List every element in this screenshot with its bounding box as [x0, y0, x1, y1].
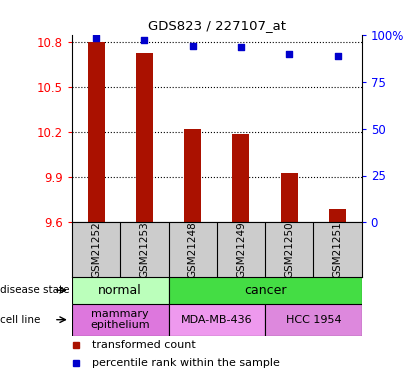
Text: HCC 1954: HCC 1954 [286, 315, 341, 325]
Text: cell line: cell line [0, 315, 40, 325]
Bar [72, 304, 169, 336]
Point [141, 37, 148, 43]
Bar [184, 129, 201, 222]
Text: GSM21253: GSM21253 [139, 221, 149, 278]
Title: GDS823 / 227107_at: GDS823 / 227107_at [148, 20, 286, 32]
Text: GSM21250: GSM21250 [284, 221, 294, 278]
Point [93, 35, 99, 41]
Text: mammary
epithelium: mammary epithelium [90, 309, 150, 330]
Text: cancer: cancer [244, 284, 286, 297]
Point [189, 43, 196, 49]
Text: GSM21249: GSM21249 [236, 221, 246, 278]
Text: GSM21251: GSM21251 [332, 221, 342, 278]
Bar [329, 209, 346, 222]
Bar [72, 277, 169, 304]
Bar [169, 304, 265, 336]
Text: GSM21248: GSM21248 [188, 221, 198, 278]
Text: disease state: disease state [0, 285, 69, 295]
Text: GSM21252: GSM21252 [91, 221, 101, 278]
Text: transformed count: transformed count [92, 339, 196, 350]
Bar [265, 304, 362, 336]
Bar [88, 42, 104, 222]
Point [238, 44, 244, 50]
Text: normal: normal [98, 284, 142, 297]
Text: percentile rank within the sample: percentile rank within the sample [92, 358, 280, 368]
Bar [233, 134, 249, 222]
Text: MDA-MB-436: MDA-MB-436 [181, 315, 253, 325]
Point [334, 53, 341, 58]
Bar [281, 173, 298, 222]
Bar [136, 53, 153, 222]
Point [286, 51, 293, 57]
Bar [169, 277, 362, 304]
